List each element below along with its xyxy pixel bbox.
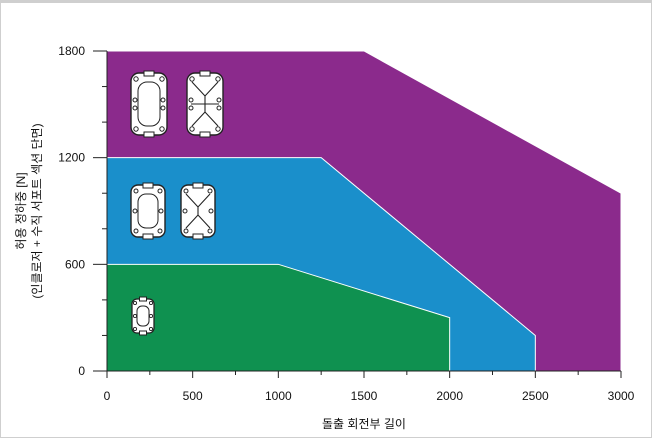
y-axis-title-line-2: (인클로저 + 수직 서포트 섹션 단면) bbox=[30, 123, 44, 298]
x-tick-label-3000: 3000 bbox=[608, 389, 635, 403]
x-tick-label-2500: 2500 bbox=[522, 389, 549, 403]
x-tick-label-2000: 2000 bbox=[436, 389, 463, 403]
x-tick-label-500: 500 bbox=[183, 389, 203, 403]
ticks-group: 0 600 1200 1800 0 500 1000 1500 2000 2500 3000 bbox=[58, 44, 634, 403]
x-tick-label-1000: 1000 bbox=[265, 389, 292, 403]
y-tick-label-1800: 1800 bbox=[58, 44, 85, 58]
axes-group bbox=[93, 51, 621, 375]
medium-section-profile-braced-icon bbox=[180, 182, 216, 240]
y-axis-title-line-1: 허용 정하중 [N] bbox=[14, 172, 28, 249]
load-capacity-chart: 0 600 1200 1800 0 500 1000 1500 2000 2500 3000 bbox=[14, 44, 635, 431]
x-tick-label-1500: 1500 bbox=[351, 389, 378, 403]
small-section-profile-icon bbox=[131, 296, 155, 336]
large-section-profile-icon bbox=[130, 70, 168, 138]
large-section-profile-braced-icon bbox=[186, 70, 224, 138]
medium-section-profile-icon bbox=[130, 182, 166, 240]
y-tick-label-600: 600 bbox=[65, 257, 85, 271]
section-icons-group bbox=[130, 70, 224, 336]
y-tick-label-1200: 1200 bbox=[58, 151, 85, 165]
x-tick-label-0: 0 bbox=[104, 389, 111, 403]
y-tick-label-0: 0 bbox=[78, 364, 85, 378]
x-axis-title: 돌출 회전부 길이 bbox=[322, 417, 406, 431]
